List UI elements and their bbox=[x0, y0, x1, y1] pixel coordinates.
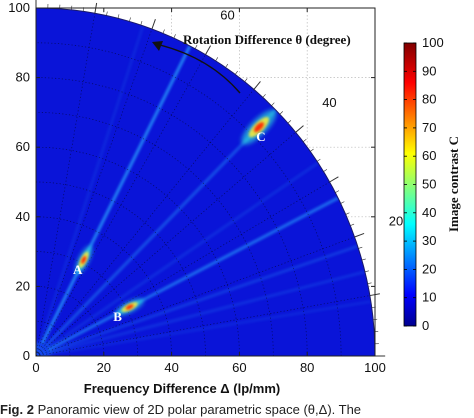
angle-tick-mark bbox=[367, 282, 372, 284]
polar-arc bbox=[36, 112, 274, 356]
angle-tick-mark bbox=[335, 190, 340, 193]
x-axis-label: Frequency Difference Δ (lp/mm) bbox=[84, 381, 280, 396]
angle-tick-mark bbox=[173, 34, 176, 39]
angle-tick-label: 20 bbox=[389, 214, 403, 229]
angle-tick-mark bbox=[262, 94, 266, 98]
figure-caption: Fig. 2 Panoramic view of 2D polar parame… bbox=[0, 402, 474, 418]
angle-tick-mark bbox=[235, 70, 238, 75]
polar-arc bbox=[36, 251, 139, 356]
colorbar-tick-label: 90 bbox=[422, 63, 436, 78]
polar-arc bbox=[36, 181, 206, 356]
polar-spoke bbox=[36, 28, 153, 356]
angle-tick-mark bbox=[287, 120, 292, 124]
peak-a bbox=[75, 245, 93, 274]
peak-b bbox=[115, 298, 144, 316]
angle-tick-mark bbox=[117, 14, 120, 19]
rotation-arrowhead bbox=[152, 41, 163, 51]
y-tick-label: 40 bbox=[16, 209, 30, 224]
colorbar-tick-label: 70 bbox=[422, 120, 436, 135]
quadrant-edge bbox=[35, 7, 376, 357]
ridge-line bbox=[46, 161, 319, 350]
angle-tick-mark bbox=[302, 138, 307, 142]
ridge-line bbox=[47, 196, 339, 352]
polar-spoke bbox=[36, 13, 96, 356]
polar-arc bbox=[36, 42, 342, 356]
angle-tick-mark bbox=[295, 125, 304, 133]
angle-tick-mark bbox=[151, 19, 156, 30]
angle-tick-mark bbox=[279, 111, 283, 115]
angle-tick-mark bbox=[194, 44, 198, 49]
angle-tick-mark bbox=[329, 176, 339, 183]
rotation-arrow bbox=[159, 44, 241, 94]
colorbar-tick-label: 50 bbox=[422, 177, 436, 192]
colorbar-tick-label: 20 bbox=[422, 261, 436, 276]
y-tick-label: 60 bbox=[16, 139, 30, 154]
polar-spoke bbox=[36, 132, 296, 356]
angle-tick-mark bbox=[244, 78, 248, 82]
origin-glow bbox=[36, 342, 50, 356]
caption-text: Panoramic view of 2D polar parametric sp… bbox=[37, 402, 362, 417]
peak-core bbox=[125, 304, 134, 310]
polar-spoke bbox=[36, 181, 330, 356]
angle-tick-mark bbox=[129, 17, 131, 22]
angle-tick-mark bbox=[345, 212, 350, 215]
peak-c bbox=[241, 109, 277, 145]
y-tick-label: 80 bbox=[16, 70, 30, 85]
peak-core bbox=[254, 122, 264, 133]
angle-tick-mark bbox=[361, 258, 366, 261]
angle-tick-label: 60 bbox=[220, 7, 234, 22]
colorbar-tick-label: 0 bbox=[422, 318, 429, 333]
polar-arc bbox=[36, 286, 105, 356]
colorbar-tick-label: 30 bbox=[422, 233, 436, 248]
x-tick-label: 60 bbox=[232, 360, 246, 375]
y-tick-label: 0 bbox=[23, 348, 30, 363]
colorbar-tick-label: 80 bbox=[422, 92, 436, 107]
y-tick-label: 20 bbox=[16, 278, 30, 293]
colorbar-tick-label: 60 bbox=[422, 148, 436, 163]
colorbar-tick-label: 100 bbox=[422, 35, 444, 50]
y-tick-label: 100 bbox=[8, 0, 30, 15]
caption-figure-label: Fig. 2 bbox=[0, 402, 34, 417]
rotation-axis-label: Rotation Difference θ (degree) bbox=[183, 32, 351, 47]
angle-tick-mark bbox=[350, 223, 355, 226]
angle-tick-mark bbox=[364, 270, 369, 273]
x-tick-label: 0 bbox=[32, 360, 39, 375]
angle-tick-mark bbox=[323, 169, 328, 172]
angle-tick-mark bbox=[354, 232, 365, 238]
peak-core bbox=[81, 256, 87, 264]
x-tick-label: 20 bbox=[97, 360, 111, 375]
angle-tick-mark bbox=[340, 201, 345, 204]
angle-tick-mark bbox=[162, 29, 165, 34]
peak-label-c: C bbox=[256, 129, 265, 144]
angle-tick-mark bbox=[225, 63, 229, 68]
angle-tick-mark bbox=[140, 20, 143, 26]
angle-tick-mark bbox=[316, 158, 321, 162]
axes-frame bbox=[35, 7, 376, 357]
angle-tick-label: 40 bbox=[322, 95, 336, 110]
angle-tick-mark bbox=[215, 57, 219, 62]
angle-tick-mark bbox=[106, 11, 108, 16]
peak-label-a: A bbox=[73, 262, 83, 277]
angle-tick-mark bbox=[253, 81, 261, 90]
heatmap-content bbox=[36, 13, 372, 356]
ridge-line bbox=[48, 244, 359, 354]
colorbar-label: Image contrast C bbox=[446, 136, 461, 232]
polar-spoke bbox=[36, 236, 355, 356]
angle-tick-mark bbox=[310, 148, 314, 152]
colorbar-tick-label: 10 bbox=[422, 290, 436, 305]
peak-label-b: B bbox=[113, 309, 122, 324]
angle-tick-mark bbox=[358, 246, 363, 249]
angle-tick-mark bbox=[184, 39, 187, 44]
x-tick-label: 80 bbox=[300, 360, 314, 375]
colorbar-tick-label: 40 bbox=[422, 205, 436, 220]
x-tick-label: 40 bbox=[164, 360, 178, 375]
angle-tick-mark bbox=[271, 102, 275, 106]
polar-spoke bbox=[36, 295, 370, 356]
angle-tick-mark bbox=[205, 45, 212, 55]
x-tick-label: 100 bbox=[364, 360, 386, 375]
polar-grid bbox=[36, 13, 370, 356]
ridge-line bbox=[44, 108, 277, 348]
